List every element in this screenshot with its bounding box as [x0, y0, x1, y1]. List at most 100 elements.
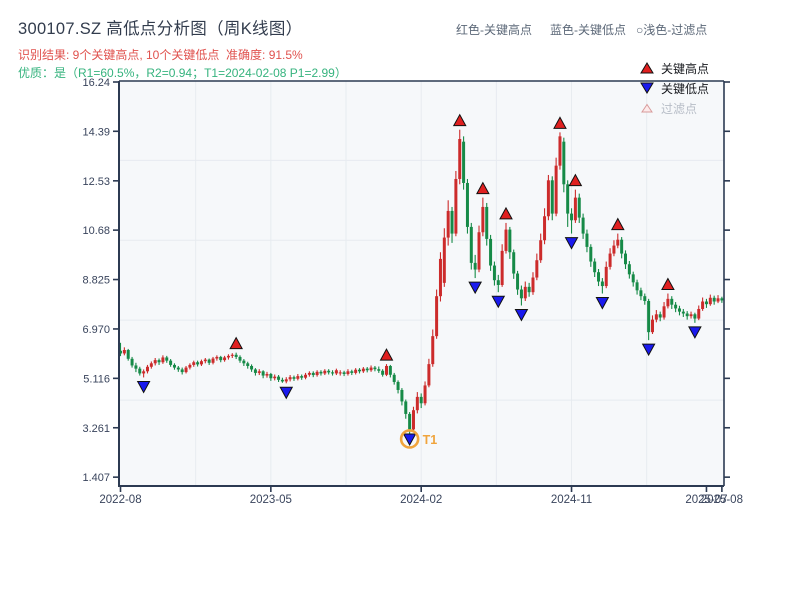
- y-axis-tick-label: 5.116: [83, 373, 110, 385]
- header-legend-filter: ○浅色-过滤点: [636, 23, 708, 37]
- candle-body-down: [620, 239, 624, 254]
- candle-body-up: [435, 296, 439, 337]
- legend-item-key-low: 关键低点: [640, 78, 709, 98]
- candle-body-up: [323, 370, 327, 374]
- y-axis-tick-label: 1.407: [82, 472, 110, 484]
- candle-body-down: [342, 372, 346, 374]
- candle-body-down: [677, 308, 681, 312]
- candle-body-up: [546, 180, 550, 217]
- candle-body-up: [446, 210, 450, 238]
- x-axis-tick-label: 2023-05: [250, 494, 292, 506]
- key-low-marker: [595, 297, 610, 310]
- t1-label: T1: [423, 433, 438, 447]
- candle-body-up: [122, 349, 126, 354]
- y-axis-tick-label: 10.68: [82, 225, 110, 237]
- key-high-marker: [476, 181, 490, 195]
- x-axis-tick-label: 2024-02: [400, 494, 442, 506]
- candle-body-down: [404, 401, 408, 414]
- candle-body-down: [704, 301, 708, 305]
- candle-body-down: [165, 357, 169, 361]
- candle-body-down: [473, 262, 477, 270]
- candle-body-up: [307, 372, 311, 375]
- legend-label-key-high: 关键高点: [661, 61, 710, 76]
- candle-body-down: [157, 360, 161, 363]
- candle-body-down: [119, 350, 122, 354]
- legend-item-key-high: 关键高点: [640, 58, 709, 78]
- candle-body-up: [334, 370, 338, 374]
- key-low-marker: [514, 309, 529, 322]
- candle-body-up: [230, 354, 234, 356]
- candle-body-down: [377, 369, 381, 371]
- candle-body-down: [562, 141, 566, 185]
- candle-body-down: [280, 379, 284, 382]
- candle-body-down: [462, 141, 466, 183]
- candle-body-up: [257, 371, 261, 373]
- recognition-result-text: 识别结果: 9个关键高点, 10个关键低点 准确度: 91.5%: [18, 48, 303, 62]
- candle-body-up: [708, 297, 712, 305]
- header-legend-low: 蓝色-关键低点: [550, 23, 626, 37]
- candle-body-down: [300, 376, 304, 378]
- y-axis-tick-label: 6.970: [82, 324, 110, 336]
- candle-body-down: [627, 264, 631, 275]
- candle-body-up: [304, 374, 308, 378]
- page-title: 300107.SZ 高低点分析图（周K线图）: [18, 20, 303, 38]
- candle-body-down: [358, 369, 362, 372]
- candle-body-up: [716, 298, 720, 302]
- candle-body-down: [643, 296, 647, 301]
- candle-body-down: [196, 362, 200, 365]
- candle-body-up: [211, 358, 215, 363]
- candle-body-down: [327, 370, 331, 373]
- key-high-marker: [610, 217, 625, 231]
- t1-circle-annotation: [399, 429, 420, 449]
- candle-body-down: [408, 413, 412, 430]
- candle-body-up: [296, 376, 300, 379]
- candle-body-up: [573, 197, 577, 221]
- candle-body-up: [265, 373, 269, 376]
- candle-body-down: [450, 210, 454, 234]
- candle-body-down: [269, 373, 273, 379]
- candle-body-down: [647, 300, 651, 333]
- candle-body-down: [635, 282, 639, 291]
- candle-body-down: [639, 290, 643, 297]
- candle-body-up: [354, 369, 358, 373]
- candle-body-up: [666, 298, 670, 307]
- candle-body-down: [219, 356, 223, 361]
- candle-body-up: [427, 364, 431, 386]
- candle-body-up: [199, 361, 203, 365]
- candle-body-down: [126, 349, 130, 359]
- candle-body-down: [277, 376, 281, 380]
- candle-body-down: [400, 389, 404, 402]
- candle-body-down: [674, 304, 678, 309]
- candle-body-up: [531, 277, 535, 293]
- red-up-triangle-icon: [640, 62, 654, 74]
- candle-body-up: [431, 336, 435, 365]
- candle-body-down: [589, 246, 593, 262]
- candle-body-up: [215, 356, 219, 359]
- candle-body-up: [500, 250, 504, 285]
- y-axis-tick-label: 3.261: [82, 423, 110, 435]
- key-high-marker: [379, 348, 394, 361]
- candle-body-up: [273, 376, 277, 379]
- key-low-marker: [136, 380, 151, 394]
- candle-body-down: [350, 371, 354, 373]
- key-high-marker: [229, 336, 243, 350]
- candle-body-down: [331, 372, 335, 374]
- candle-body-down: [527, 286, 531, 293]
- key-low-marker: [641, 343, 656, 357]
- candle-body-up: [650, 319, 654, 333]
- candle-body-up: [535, 260, 539, 278]
- key-high-marker: [499, 206, 513, 220]
- candle-body-down: [396, 381, 400, 390]
- candle-body-up: [415, 396, 419, 411]
- candle-body-up: [662, 306, 666, 318]
- candle-body-up: [543, 216, 547, 241]
- candle-body-up: [288, 377, 292, 380]
- candle-body-down: [489, 238, 493, 266]
- candle-body-down: [508, 229, 512, 253]
- candle-body-up: [188, 364, 192, 368]
- candle-body-down: [465, 182, 469, 227]
- candle-body-up: [654, 314, 658, 320]
- candle-body-up: [315, 371, 319, 376]
- candle-body-down: [566, 184, 570, 214]
- candle-body-down: [172, 364, 176, 368]
